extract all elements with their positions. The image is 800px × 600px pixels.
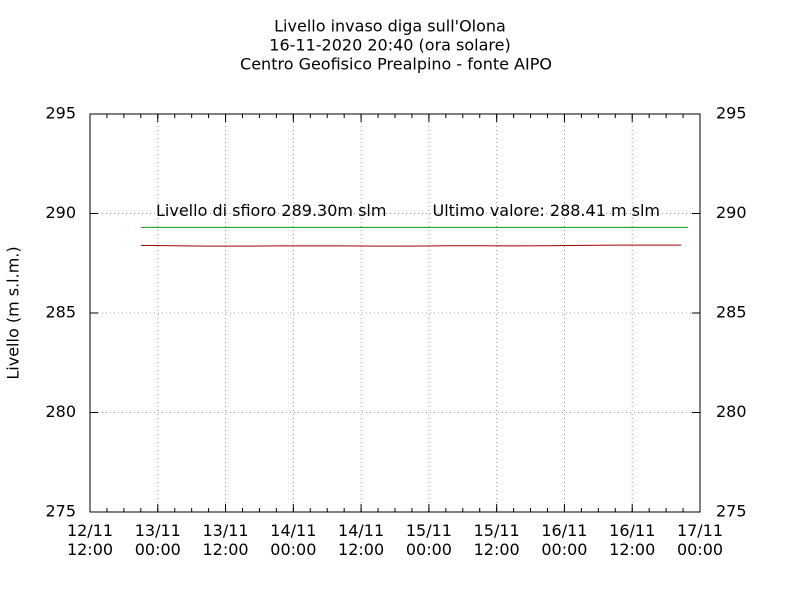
x-tick-label: 16/11 00:00 <box>541 521 587 559</box>
y2-tick-label: 275 <box>716 502 747 521</box>
x-tick-label-line: 12/11 <box>67 521 113 540</box>
x-tick-label: 14/11 00:00 <box>270 521 316 559</box>
x-tick-label-line: 15/11 <box>474 521 520 540</box>
x-tick-label-line: 17/11 <box>677 521 723 540</box>
y2-tick-label: 295 <box>716 104 747 123</box>
y-tick-label: 285 <box>45 303 76 322</box>
x-tick-label: 15/11 00:00 <box>406 521 452 559</box>
y-tick-label: 280 <box>45 402 76 421</box>
x-tick-label-line: 12:00 <box>609 540 655 559</box>
x-tick-label-line: 12:00 <box>67 540 113 559</box>
y-axis-title: Livello (m s.l.m.) <box>4 246 23 379</box>
x-tick-label: 14/11 12:00 <box>338 521 384 559</box>
x-tick-label-line: 14/11 <box>270 521 316 540</box>
x-tick-label-line: 15/11 <box>406 521 452 540</box>
plot-frame <box>89 113 701 513</box>
y2-tick-label: 280 <box>716 402 747 421</box>
annotation: Livello di sfioro 289.30m slm <box>156 201 386 220</box>
x-tick-label-line: 16/11 <box>609 521 655 540</box>
x-tick-label-line: 12:00 <box>338 540 384 559</box>
y-tick-label: 295 <box>45 104 76 123</box>
x-tick-label-line: 13/11 <box>135 521 181 540</box>
x-tick-label-line: 00:00 <box>541 540 587 559</box>
x-tick-label-line: 14/11 <box>338 521 384 540</box>
y-tick-label: 290 <box>45 203 76 222</box>
x-tick-label-line: 12:00 <box>474 540 520 559</box>
x-tick-label: 17/11 00:00 <box>677 521 723 559</box>
x-tick-label-line: 13/11 <box>203 521 249 540</box>
x-tick-label-line: 00:00 <box>270 540 316 559</box>
chart-source: Centro Geofisico Prealpino - fonte AIPO <box>240 55 552 74</box>
chart-subtitle: 16-11-2020 20:40 (ora solare) <box>269 36 510 55</box>
chart-title: Livello invaso diga sull'Olona <box>274 17 506 36</box>
x-tick-label: 16/11 12:00 <box>609 521 655 559</box>
annotation: Ultimo valore: 288.41 m slm <box>433 201 661 220</box>
x-tick-label-line: 16/11 <box>541 521 587 540</box>
x-tick-label: 12/11 12:00 <box>67 521 113 559</box>
x-tick-label-line: 00:00 <box>677 540 723 559</box>
x-tick-label: 13/11 00:00 <box>135 521 181 559</box>
x-tick-label-line: 12:00 <box>203 540 249 559</box>
x-tick-label-line: 00:00 <box>135 540 181 559</box>
data-line <box>140 244 682 247</box>
y2-tick-label: 290 <box>716 203 747 222</box>
x-tick-label-line: 00:00 <box>406 540 452 559</box>
x-tick-label: 15/11 12:00 <box>474 521 520 559</box>
y2-tick-label: 285 <box>716 303 747 322</box>
x-tick-label: 13/11 12:00 <box>203 521 249 559</box>
y-tick-label: 275 <box>45 502 76 521</box>
